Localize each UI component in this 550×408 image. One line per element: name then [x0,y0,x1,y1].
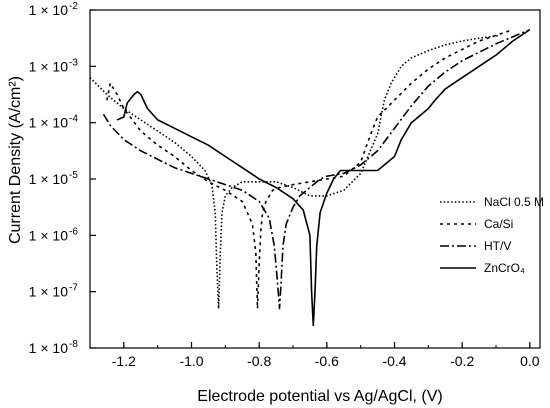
legend: NaCl 0.5 M Ca/Si HT/V ZnCrO₄ [440,195,544,275]
series-line-4 [116,29,531,327]
y-tick-label: 1 × 10 [29,58,69,74]
y-tick-label: 1 × 10 [29,340,69,356]
legend-label: Ca/Si [484,217,513,231]
y-tick-exponent: -2 [69,1,78,12]
y-tick-label: 1 × 10 [29,2,69,18]
legend-label: ZnCrO₄ [484,261,525,275]
y-tick-exponent: -3 [69,57,78,68]
y-tick-label: 1 × 10 [29,284,69,300]
y-axis-ticks: 1 × 10 -81 × 10 -71 × 10 -61 × 10 -51 × 10 -4… [29,1,96,356]
y-tick-label: 1 × 10 [29,227,69,243]
y-tick-label: 1 × 10 [29,115,69,131]
series-line-2 [106,28,514,310]
x-tick-label: -1.2 [112,353,136,369]
y-tick-exponent: -6 [69,226,78,237]
series-layer [89,28,531,327]
x-tick-label: -0.2 [450,353,474,369]
y-axis-title: Current Density (A/cm²) [7,76,24,244]
x-axis-title: Electrode potential vs Ag/AgCl, (V) [197,388,442,405]
x-tick-label: -0.8 [247,353,271,369]
x-axis-ticks: -1.2 -1.0 -0.8 -0.6 -0.4 -0.2 0.0 [89,342,540,369]
x-tick-label: -0.4 [382,353,406,369]
x-tick-label: -0.6 [315,353,339,369]
legend-label: HT/V [484,239,511,253]
y-tick-exponent: -8 [69,339,78,350]
series-line-1 [89,34,500,310]
y-tick-exponent: -5 [69,170,78,181]
y-tick-exponent: -4 [69,114,78,125]
legend-label: NaCl 0.5 M [484,195,544,209]
y-tick-exponent: -7 [69,283,78,294]
x-tick-label: 0.0 [520,353,540,369]
y-tick-label: 1 × 10 [29,171,69,187]
x-tick-label: -1.0 [179,353,203,369]
